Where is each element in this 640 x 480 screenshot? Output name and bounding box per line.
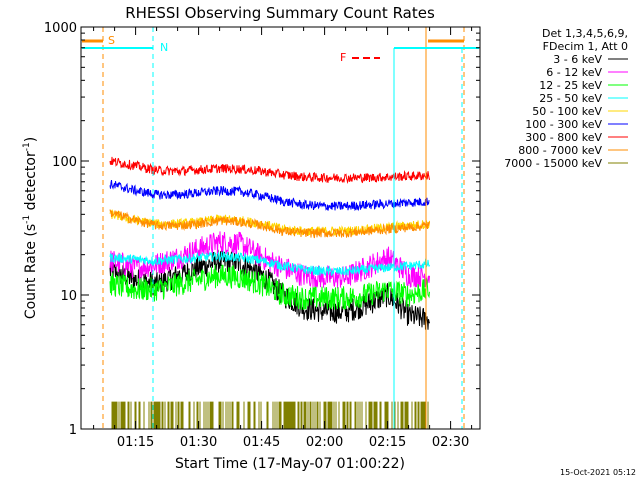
annotation-s-label: S [108,34,115,47]
y-axis: 1 10 100 1000 [44,21,480,438]
series-5 [109,180,430,212]
legend-entry-label: 50 - 100 keV [532,105,602,118]
annotation-f-label: F [340,51,346,64]
legend-header-line: Det 1,3,4,5,6,9, [542,27,628,40]
x-axis-label: Start Time (17-May-07 01:00:22) [175,456,405,472]
legend-entry-label: 100 - 300 keV [525,118,602,131]
y-tick-label: 1000 [44,21,77,36]
series-7-trace [109,209,430,239]
x-tick-label: 02:00 [306,435,343,450]
generation-timestamp: 15-Oct-2021 05:12 [560,468,636,477]
x-axis: 01:15 01:30 01:45 02:00 02:15 02:30 [93,27,473,450]
y-axis-label: Count Rate (s-1 detector-1) [22,137,39,319]
y-tick-label: 1 [69,423,77,438]
series-7 [109,209,430,239]
series-6 [109,156,430,184]
series-6-trace [109,156,430,184]
legend-entry-label: 6 - 12 keV [546,66,602,79]
chart-title: RHESSI Observing Summary Count Rates [125,4,435,22]
y-tick-label: 100 [52,155,77,170]
plot-frame [80,26,481,430]
legend-entry-label: 300 - 800 keV [525,131,602,144]
series-3 [109,250,430,276]
legend-entry-label: 7000 - 15000 keV [504,157,602,170]
series-3-trace [109,250,430,276]
legend-entry-label: 12 - 25 keV [539,79,602,92]
y-tick-label: 10 [60,289,77,304]
legend-entry-label: 3 - 6 keV [553,53,602,66]
legend-entry-label: 25 - 50 keV [539,92,602,105]
series-8-trace [111,401,429,429]
annotation-layer: S N F [82,27,479,429]
annotation-n-label: N [160,41,168,54]
series-8 [111,401,429,429]
x-tick-label: 01:15 [117,435,154,450]
x-tick-label: 02:30 [432,435,469,450]
series-2 [109,264,430,310]
x-tick-label: 01:45 [243,435,280,450]
series-layer [109,156,430,429]
legend-header-line: FDecim 1, Att 0 [543,40,628,53]
x-tick-label: 01:30 [180,435,217,450]
legend: Det 1,3,4,5,6,9,FDecim 1, Att 03 - 6 keV… [504,27,628,170]
legend-entry-label: 800 - 7000 keV [518,144,602,157]
x-tick-label: 02:15 [369,435,406,450]
series-2-trace [109,264,430,310]
series-5-trace [109,180,430,212]
